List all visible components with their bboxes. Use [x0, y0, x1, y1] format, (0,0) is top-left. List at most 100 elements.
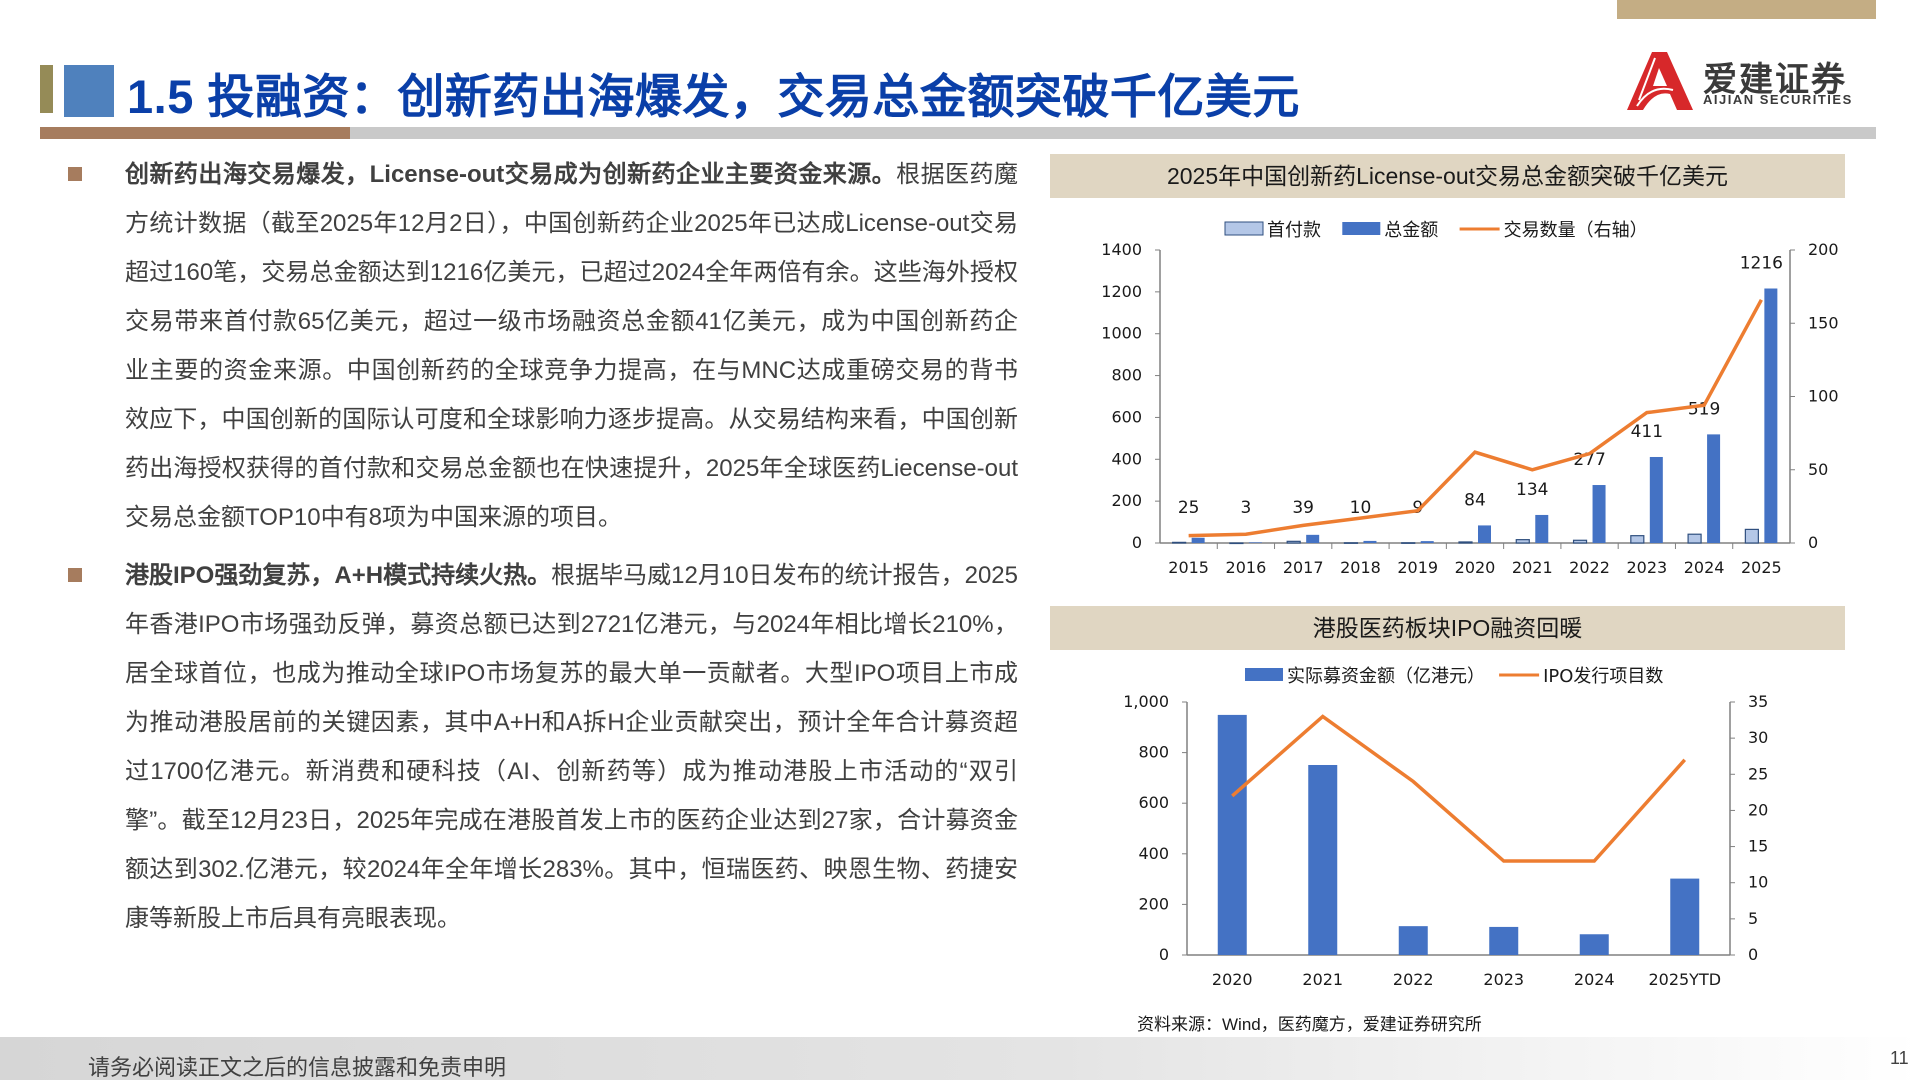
svg-text:150: 150 [1808, 313, 1839, 332]
bar [1458, 541, 1473, 544]
bar [1191, 537, 1205, 543]
svg-text:1000: 1000 [1101, 324, 1142, 343]
x-tick-label: 2015 [1168, 558, 1209, 577]
data-label: 1216 [1740, 254, 1783, 274]
bar [1592, 485, 1606, 543]
svg-text:200: 200 [1808, 240, 1839, 259]
data-label: 134 [1516, 480, 1548, 500]
data-label: 84 [1464, 490, 1486, 510]
page-title: 1.5 投融资：创新药出海爆发，交易总金额突破千亿美元 [127, 70, 1300, 123]
x-tick-label: 2020 [1455, 558, 1496, 577]
bar [1401, 542, 1416, 544]
bar [1398, 926, 1428, 955]
svg-text:0: 0 [1159, 945, 1169, 964]
bullet-paragraph: 创新药出海交易爆发，License-out交易成为创新药企业主要资金来源。根据医… [68, 150, 1018, 542]
svg-text:0: 0 [1748, 945, 1758, 964]
x-tick-label: 2018 [1340, 558, 1381, 577]
hk-ipo-chart: 实际募资金额（亿港元） IPO发行项目数 0 200 400 600 800 1,000 0 5 1… [1123, 666, 1768, 989]
legend-item: 总金额 [1342, 220, 1438, 241]
footer-band [0, 1037, 1920, 1080]
svg-text:1400: 1400 [1101, 240, 1142, 259]
data-label: 3 [1240, 498, 1251, 518]
bullet-paragraph: 港股IPO强劲复苏，A+H模式持续火热。根据毕马威12月10日发布的统计报告，2… [68, 551, 1018, 943]
title-marker-olive [40, 65, 53, 113]
bar [1707, 434, 1721, 543]
bar [1248, 542, 1262, 543]
bar [1286, 540, 1301, 544]
bullet-heading: 港股IPO强劲复苏，A+H模式持续火热。 [125, 562, 552, 589]
svg-text:10: 10 [1748, 873, 1768, 892]
x-tick-label: 2021 [1302, 970, 1343, 989]
bullet-body: 根据毕马威12月10日发布的统计报告，2025年香港IPO市场强劲反弹，募资总额… [125, 562, 1019, 932]
x-tick-label: 2023 [1483, 970, 1524, 989]
x-tick-label: 2025 [1741, 558, 1782, 577]
data-label: 9 [1412, 498, 1423, 518]
svg-text:600: 600 [1111, 407, 1142, 426]
chart1-title: 2025年中国创新药License-out交易总金额突破千亿美元 [1050, 154, 1845, 198]
page-number: 11 [1890, 1048, 1909, 1068]
data-label: 10 [1350, 498, 1372, 518]
svg-text:交易数量（右轴）: 交易数量（右轴） [1504, 220, 1648, 241]
aijian-a-logo-icon [1627, 52, 1693, 110]
title-marker-blue [64, 65, 114, 117]
svg-text:20: 20 [1748, 800, 1768, 819]
bar [1649, 456, 1663, 543]
svg-text:50: 50 [1808, 460, 1828, 479]
data-source: 资料来源：Wind，医药魔方，爱建证券研究所 [1137, 1015, 1482, 1034]
bullet-square-icon [68, 568, 82, 582]
x-tick-label: 2021 [1512, 558, 1553, 577]
svg-text:100: 100 [1808, 387, 1839, 406]
svg-text:30: 30 [1748, 728, 1768, 747]
legend-item: 首付款 [1224, 220, 1321, 241]
trend-line [1188, 298, 1763, 538]
logo-chinese-name: 爱建证券 [1703, 61, 1847, 99]
bar [1687, 533, 1702, 544]
svg-text:0: 0 [1132, 533, 1142, 552]
x-tick-label: 2022 [1393, 970, 1434, 989]
bar [1744, 528, 1759, 544]
svg-text:1200: 1200 [1101, 282, 1142, 301]
bar [1306, 534, 1320, 543]
bar [1172, 541, 1187, 544]
disclaimer: 请务必阅读正文之后的信息披露和免责申明 [88, 1055, 507, 1080]
bar [1630, 535, 1645, 544]
company-logo: 爱建证券 AIJIAN SECURITIES [1625, 50, 1870, 112]
header-divider [350, 127, 1876, 139]
x-tick-label: 2023 [1626, 558, 1667, 577]
data-label: 39 [1292, 498, 1314, 518]
chart2-title: 港股医药板块IPO融资回暖 [1050, 606, 1845, 650]
svg-text:总金额: 总金额 [1384, 220, 1438, 241]
bar [1764, 288, 1778, 543]
body-text: 创新药出海交易爆发，License-out交易成为创新药企业主要资金来源。根据医… [68, 150, 1018, 943]
x-tick-label: 2020 [1212, 970, 1253, 989]
license-out-chart: 首付款 总金额 交易数量（右轴） 0 200 400 600 800 1000 1200 1400 0… [1101, 220, 1839, 577]
bar [1217, 714, 1247, 955]
bar [1489, 926, 1519, 955]
bar [1308, 764, 1338, 955]
bar [1579, 934, 1609, 955]
x-tick-label: 2024 [1574, 970, 1615, 989]
data-label: 411 [1631, 422, 1663, 442]
x-tick-label: 2019 [1397, 558, 1438, 577]
svg-text:0: 0 [1808, 533, 1818, 552]
bar [1478, 525, 1491, 543]
bar [1363, 540, 1377, 543]
svg-text:实际募资金额（亿港元）: 实际募资金额（亿港元） [1287, 666, 1485, 687]
top-accent-bar [1617, 0, 1876, 19]
trend-line [1231, 714, 1687, 863]
x-tick-label: 2022 [1569, 558, 1610, 577]
bar [1572, 539, 1588, 544]
svg-text:25: 25 [1748, 764, 1768, 783]
legend-item: 交易数量（右轴） [1459, 220, 1648, 241]
legend-item: IPO发行项目数 [1499, 666, 1663, 687]
svg-text:600: 600 [1138, 793, 1169, 812]
svg-text:200: 200 [1111, 491, 1142, 510]
data-label: 25 [1178, 498, 1200, 518]
svg-text:1,000: 1,000 [1123, 692, 1169, 711]
bar [1515, 539, 1530, 544]
svg-text:首付款: 首付款 [1267, 220, 1321, 241]
legend-item: 实际募资金额（亿港元） [1245, 666, 1485, 687]
bullet-body: 根据医药魔方统计数据（截至2025年12月2日），中国创新药企业2025年已达成… [125, 161, 1019, 531]
bar [1229, 542, 1244, 545]
bar [1535, 514, 1549, 543]
